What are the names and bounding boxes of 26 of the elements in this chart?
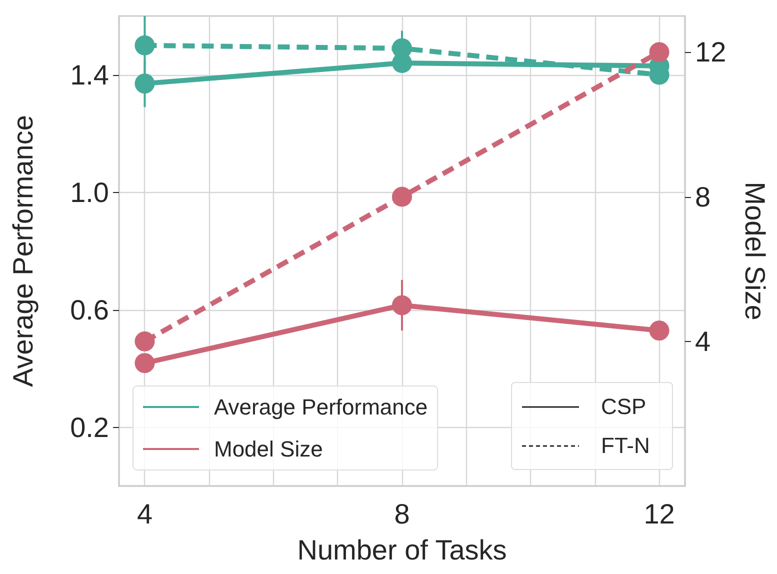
legend-label: Model Size	[214, 436, 323, 462]
point	[392, 295, 412, 316]
point	[649, 42, 670, 62]
x-tick-label: 12	[644, 498, 675, 530]
y2-tick-label: 4	[695, 326, 711, 357]
annotation: CSP	[601, 394, 646, 420]
point	[649, 320, 670, 341]
y-tick-label: 0.6	[70, 294, 109, 326]
y2-axis-title: Model Size	[740, 182, 770, 320]
legend-label: Average Performance	[214, 394, 428, 420]
y-axis-title: Average Performance	[8, 115, 38, 387]
point	[134, 74, 155, 94]
point	[134, 35, 155, 56]
style-key-panel: CSP FT-N	[511, 382, 673, 470]
point	[134, 331, 155, 352]
y2-tick-label: 12	[695, 36, 726, 68]
x-tick-label: 4	[136, 498, 153, 530]
point	[392, 186, 412, 207]
point	[134, 353, 155, 374]
y2-tick-label: 8	[695, 181, 711, 212]
x-axis-title: Number of Tasks	[297, 534, 507, 566]
x-tick-label: 8	[394, 498, 410, 530]
y-tick-label: 1.0	[70, 176, 109, 208]
annotation: FT-N	[601, 433, 650, 459]
y-tick-label: 0.2	[70, 412, 109, 443]
y-tick-label: 1.4	[70, 59, 109, 90]
